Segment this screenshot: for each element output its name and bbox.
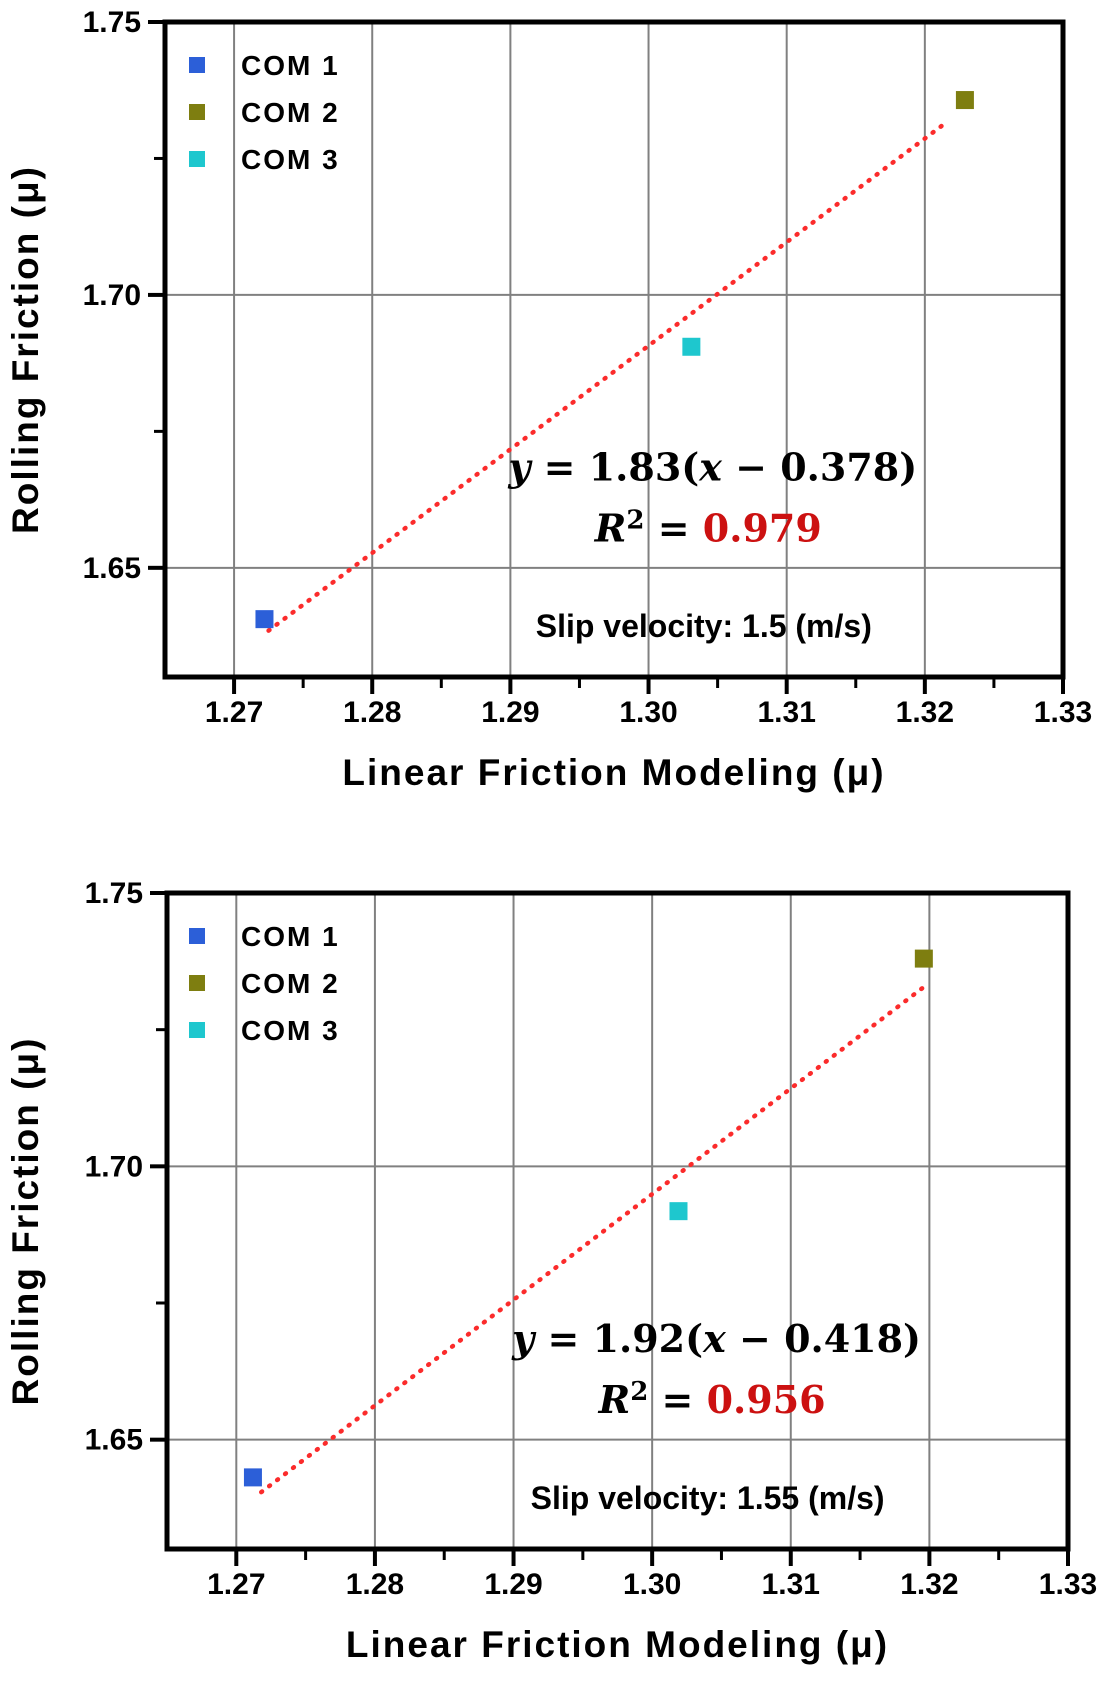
x-tick-label: 1.29 — [481, 696, 539, 729]
slip-velocity-note: Slip velocity: 1.5 (m/s) — [536, 608, 872, 644]
fit-line — [266, 120, 948, 633]
x-tick-label: 1.30 — [619, 696, 677, 729]
legend-label: COM 1 — [241, 921, 340, 952]
legend-label: COM 2 — [241, 968, 340, 999]
slip-velocity-note: Slip velocity: 1.55 (m/s) — [531, 1480, 885, 1516]
data-point-com-1 — [243, 1468, 262, 1487]
y-tick-label: 1.65 — [83, 552, 141, 585]
r-squared: R2 = 0.979 — [594, 505, 822, 550]
y-tick-label: 1.75 — [83, 6, 141, 39]
y-tick-label: 1.70 — [83, 279, 141, 312]
legend-marker-com-2 — [189, 975, 205, 991]
y-tick-label: 1.75 — [85, 877, 143, 910]
bottom-chart: 1.27 1.28 1.29 1.30 1.31 1.32 1.33 1.65 1.70 1.75… — [5, 877, 1097, 1665]
y-axis-title: Rolling Friction (μ) — [5, 1037, 46, 1406]
legend-marker-com-3 — [189, 1022, 205, 1038]
x-tick-label: 1.30 — [623, 1568, 681, 1601]
y-axis-title: Rolling Friction (μ) — [5, 165, 46, 534]
plot-frame — [164, 890, 1071, 1552]
y-tick-label: 1.65 — [85, 1424, 143, 1457]
top-chart: 1.27 1.28 1.29 1.30 1.31 1.32 1.33 1.65 1.70 1.75… — [5, 6, 1092, 793]
x-tick-label: 1.27 — [205, 696, 263, 729]
legend: COM 1 COM 2 COM 3 — [189, 50, 340, 175]
legend-marker-com-1 — [189, 57, 205, 73]
legend-label: COM 1 — [241, 50, 340, 81]
legend-label: COM 2 — [241, 97, 340, 128]
x-tick-label: 1.32 — [900, 1568, 958, 1601]
x-tick-label: 1.31 — [762, 1568, 820, 1601]
x-tick-label: 1.28 — [343, 696, 401, 729]
x-tick-label: 1.33 — [1039, 1568, 1097, 1601]
data-point-com-1 — [255, 610, 274, 629]
x-tick-label: 1.28 — [346, 1568, 404, 1601]
legend-label: COM 3 — [241, 144, 340, 175]
fit-line — [259, 983, 928, 1495]
x-tick-label: 1.33 — [1034, 696, 1092, 729]
data-point-com-2 — [914, 949, 933, 968]
r-squared: R2 = 0.956 — [598, 1377, 826, 1422]
plot-frame — [162, 19, 1066, 680]
x-tick-label: 1.31 — [757, 696, 815, 729]
fit-equation: y = 1.83(x − 0.378) — [507, 445, 917, 490]
legend-marker-com-3 — [189, 151, 205, 167]
x-tick-label: 1.27 — [207, 1568, 265, 1601]
x-tick-label: 1.29 — [484, 1568, 542, 1601]
x-tick-label: 1.32 — [896, 696, 954, 729]
legend: COM 1 COM 2 COM 3 — [189, 921, 340, 1046]
data-point-com-3 — [669, 1202, 688, 1221]
x-axis-title: Linear Friction Modeling (μ) — [342, 752, 885, 793]
legend-marker-com-2 — [189, 104, 205, 120]
data-point-com-2 — [955, 91, 974, 110]
x-axis-title: Linear Friction Modeling (μ) — [346, 1624, 889, 1665]
legend-marker-com-1 — [189, 928, 205, 944]
data-point-com-3 — [682, 337, 701, 356]
y-tick-label: 1.70 — [85, 1150, 143, 1183]
fit-equation: y = 1.92(x − 0.418) — [511, 1316, 921, 1361]
legend-label: COM 3 — [241, 1015, 340, 1046]
